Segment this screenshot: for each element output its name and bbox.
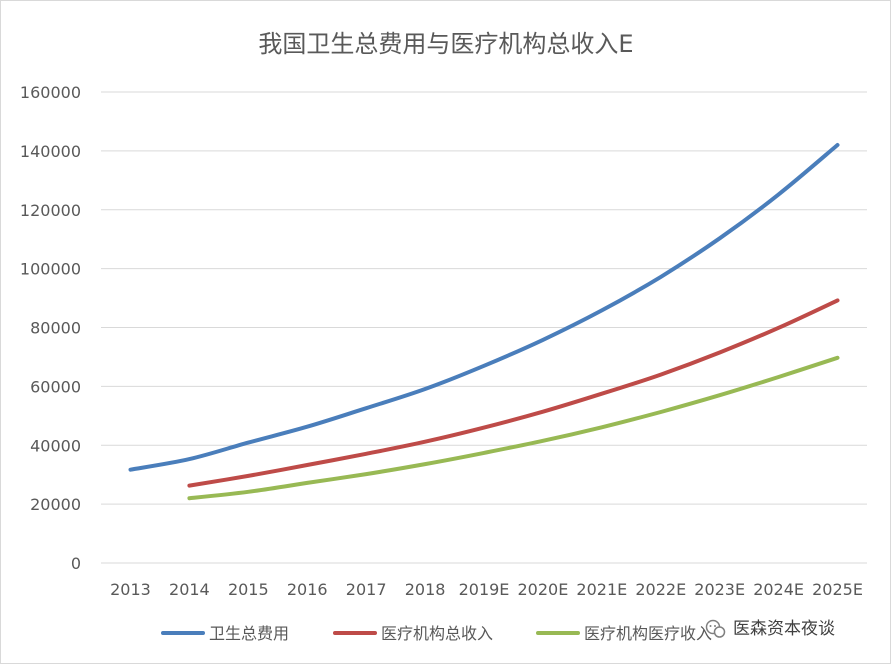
- series-line-3: [187, 355, 840, 501]
- legend: 卫生总费用 医疗机构总收入 医疗机构医疗收入: [161, 624, 712, 643]
- y-tick-label: 0: [71, 554, 81, 573]
- legend-label: 医疗机构医疗收入: [584, 624, 712, 643]
- x-tick-label: 2018: [405, 580, 446, 599]
- y-tick-label: 40000: [30, 436, 81, 455]
- series-line-1: [128, 143, 840, 472]
- x-tick-label: 2025E: [812, 580, 863, 599]
- x-axis-tick-labels: 2013 2014 2015 2016 2017 2018 2019E 2020E 2021E 2…: [110, 580, 863, 599]
- y-tick-label: 100000: [20, 260, 81, 279]
- x-tick-label: 2013: [110, 580, 151, 599]
- series-lines: [128, 143, 840, 501]
- wechat-icon: [705, 619, 726, 638]
- y-tick-label: 60000: [30, 377, 81, 396]
- x-tick-label: 2024E: [753, 580, 804, 599]
- gridlines: [101, 91, 867, 564]
- chart-title: 我国卫生总费用与医疗机构总收入E: [258, 30, 633, 58]
- watermark-text: 医森资本夜谈: [733, 619, 835, 639]
- legend-label: 卫生总费用: [209, 624, 289, 643]
- x-tick-label: 2023E: [694, 580, 745, 599]
- x-tick-label: 2015: [228, 580, 269, 599]
- y-tick-label: 160000: [20, 83, 81, 102]
- y-tick-label: 140000: [20, 142, 81, 161]
- x-tick-label: 2021E: [576, 580, 627, 599]
- y-tick-label: 80000: [30, 319, 81, 338]
- series-line-2: [187, 298, 840, 488]
- x-tick-label: 2020E: [518, 580, 569, 599]
- x-tick-label: 2019E: [459, 580, 510, 599]
- y-tick-label: 120000: [20, 201, 81, 220]
- x-tick-label: 2014: [169, 580, 210, 599]
- x-tick-label: 2022E: [635, 580, 686, 599]
- y-tick-label: 20000: [30, 495, 81, 514]
- y-axis-tick-labels: 0 20000 40000 60000 80000 100000 120000 140000 1…: [20, 83, 81, 573]
- watermark: 医森资本夜谈: [705, 619, 835, 639]
- x-tick-label: 2016: [287, 580, 328, 599]
- legend-label: 医疗机构总收入: [381, 624, 493, 643]
- x-tick-label: 2017: [346, 580, 387, 599]
